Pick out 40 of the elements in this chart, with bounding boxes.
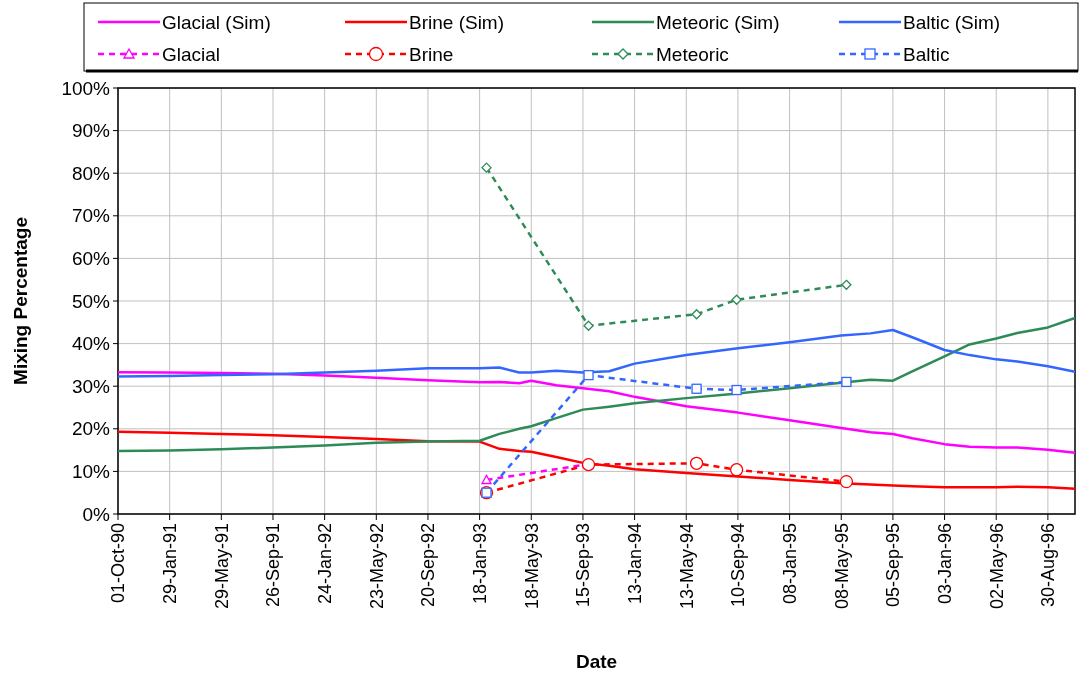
x-tick-label: 24-Jan-92: [314, 523, 335, 605]
y-tick-label: 40%: [71, 333, 111, 355]
x-tick-label: 13-May-94: [676, 523, 697, 610]
y-tick-label: 10%: [71, 461, 111, 483]
x-tick-label: 13-Jan-94: [624, 523, 645, 605]
y-tick-label: 30%: [71, 375, 111, 397]
legend-label: Meteoric: [656, 43, 729, 65]
x-tick-label: 18-May-93: [521, 523, 542, 610]
legend-label: Baltic (Sim): [903, 11, 1001, 33]
x-tick-label: 20-Sep-92: [418, 523, 439, 608]
y-tick-label: 90%: [71, 120, 111, 142]
x-tick-label: 08-Jan-95: [779, 523, 800, 605]
legend-label: Glacial: [162, 43, 221, 65]
y-tick-label: 80%: [71, 162, 111, 184]
x-tick-label: 23-May-92: [366, 523, 387, 610]
x-tick-label: 10-Sep-94: [728, 523, 749, 608]
x-tick-label: 05-Sep-95: [883, 523, 904, 608]
x-tick-label: 02-May-96: [986, 523, 1007, 610]
x-tick-label: 29-May-91: [211, 523, 232, 610]
y-tick-label: 70%: [71, 205, 111, 227]
y-tick-label: 0%: [82, 503, 111, 525]
y-tick-label: 60%: [71, 248, 111, 270]
y-tick-label: 20%: [71, 418, 111, 440]
x-tick-label: 03-Jan-96: [934, 523, 955, 605]
x-tick-label: 29-Jan-91: [159, 523, 180, 605]
x-tick-label: 30-Aug-96: [1038, 523, 1059, 608]
legend-label: Brine (Sim): [409, 11, 505, 33]
x-tick-label: 26-Sep-91: [263, 523, 284, 608]
x-tick-label: 01-Oct-90: [108, 523, 129, 604]
x-tick-label: 15-Sep-93: [573, 523, 594, 608]
y-tick-label: 50%: [71, 290, 111, 312]
x-tick-label: 08-May-95: [831, 523, 852, 610]
y-axis-title: Mixing Percentage: [10, 217, 31, 385]
x-tick-label: 18-Jan-93: [469, 523, 490, 605]
legend-label: Baltic: [903, 43, 950, 65]
y-tick-label: 100%: [61, 77, 111, 99]
x-axis-title: Date: [575, 651, 618, 672]
legend-label: Glacial (Sim): [162, 11, 271, 33]
legend-label: Brine: [409, 43, 454, 65]
legend-label: Meteoric (Sim): [656, 11, 780, 33]
